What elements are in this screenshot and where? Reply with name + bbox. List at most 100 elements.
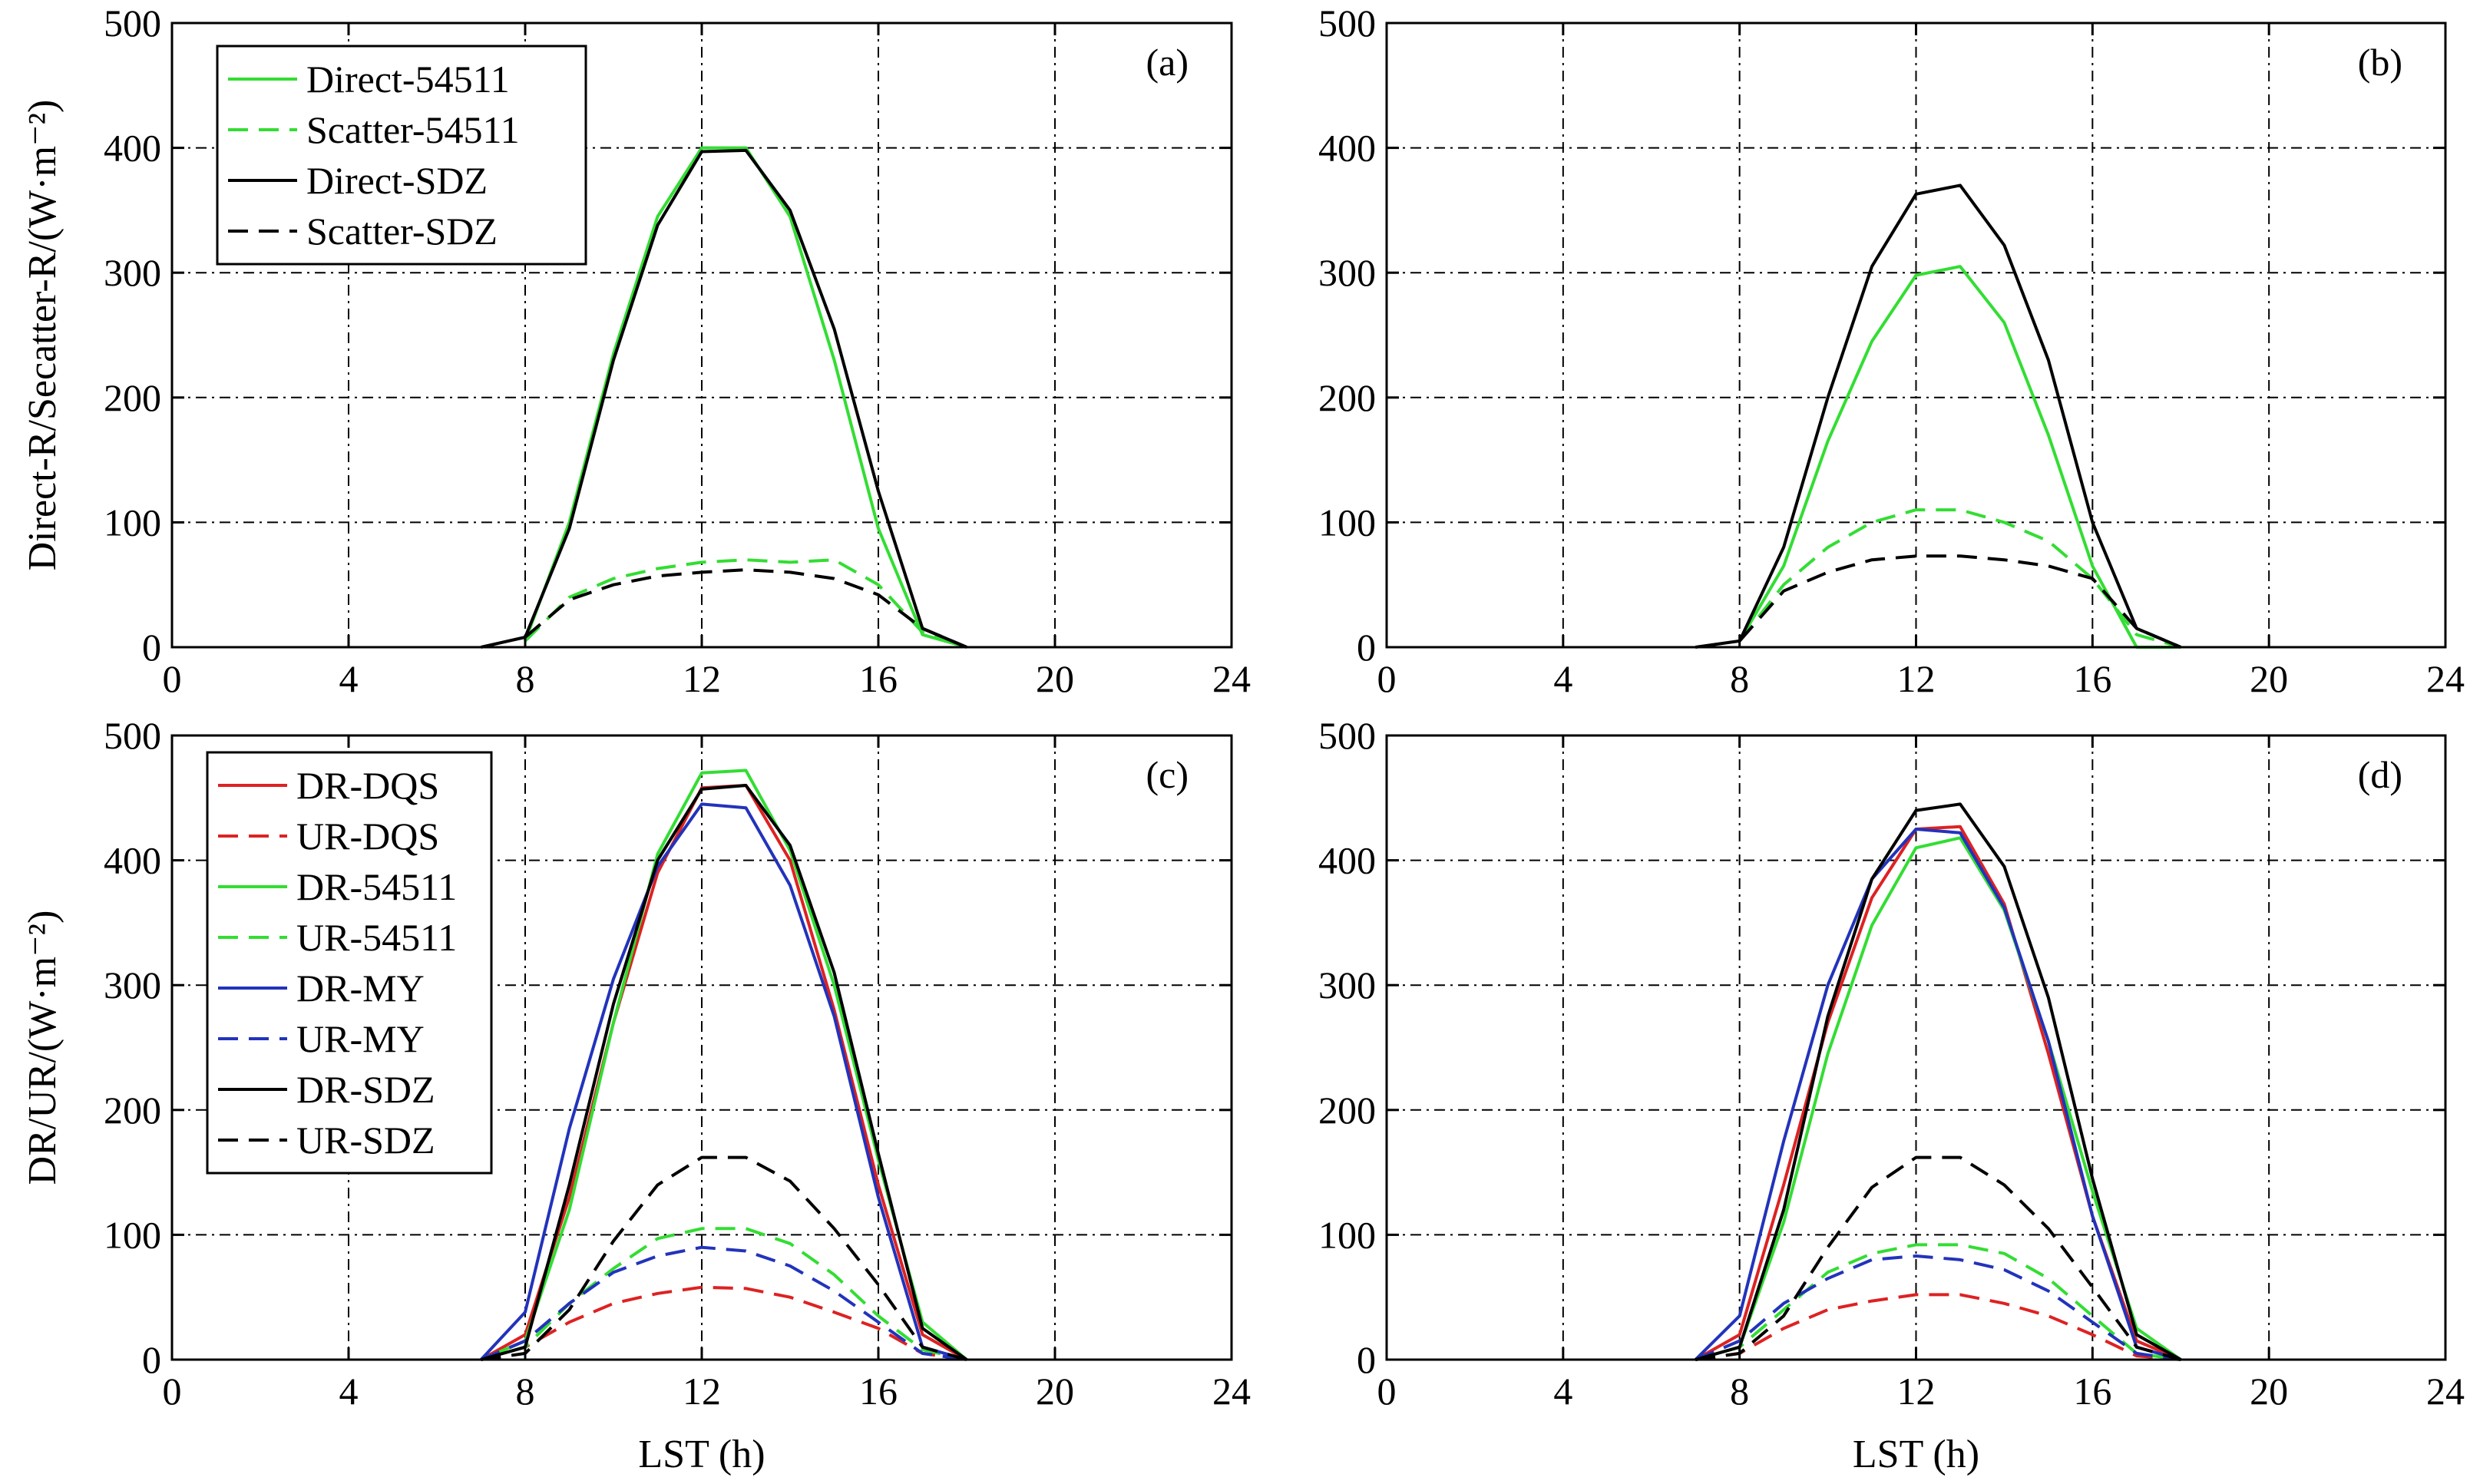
x-tick-label: 16 — [859, 657, 898, 700]
series-line-series-4 — [1694, 828, 2181, 1361]
legend-entry: Scatter-54511 — [306, 108, 520, 151]
x-tick-label: 24 — [2426, 1370, 2465, 1413]
y-tick-label: 400 — [1318, 127, 1376, 170]
legend-entry: Scatter-SDZ — [306, 210, 498, 253]
y-tick-label: 200 — [104, 1089, 161, 1132]
legend-entry: UR-54511 — [296, 916, 457, 959]
series-line-direct-54511 — [524, 146, 967, 649]
legend-entry: UR-DQS — [296, 815, 439, 858]
x-tick-label: 12 — [1897, 657, 1936, 700]
x-tick-label: 12 — [683, 1370, 721, 1413]
y-tick-label: 0 — [1357, 1338, 1376, 1381]
y-tick-label: 100 — [1318, 501, 1376, 544]
x-tick-label: 16 — [2073, 657, 2111, 700]
series-line-series-2 — [1695, 836, 2182, 1361]
panel-label: (c) — [1146, 753, 1189, 796]
legend: Direct-54511 Scatter-54511 Direct-SDZ Scatt… — [216, 45, 587, 266]
x-tick-label: 0 — [1377, 657, 1397, 700]
y-tick-label: 400 — [104, 127, 161, 170]
series-line-series-1 — [1695, 1293, 2181, 1361]
series-line-ur-sdz — [481, 1155, 967, 1361]
y-tick-label: 300 — [104, 963, 161, 1006]
y-tick-label: 500 — [104, 2, 161, 45]
x-tick-label: 20 — [1036, 1370, 1074, 1413]
y-axis-label: Direct-R/Secatter-R/(W·m⁻²) — [21, 100, 64, 571]
legend-entry: UR-SDZ — [296, 1119, 435, 1162]
x-tick-label: 24 — [1212, 1370, 1251, 1413]
x-tick-label: 20 — [2250, 1370, 2288, 1413]
y-tick-label: 300 — [1318, 251, 1376, 294]
y-tick-label: 200 — [1318, 376, 1376, 419]
x-tick-label: 20 — [1036, 657, 1074, 700]
y-tick-label: 300 — [104, 251, 161, 294]
y-tick-label: 100 — [1318, 1213, 1376, 1256]
y-tick-label: 300 — [1318, 963, 1376, 1006]
y-tick-label: 0 — [142, 626, 161, 669]
legend-entry: DR-54511 — [296, 865, 457, 908]
panel-c: 0 4 8 12 16 20 24 0 100 200 300 400 500 (c) LST (h) DR/… — [21, 714, 1251, 1476]
x-tick-label: 24 — [1212, 657, 1251, 700]
legend-entry: Direct-54511 — [306, 58, 510, 101]
series-line-dr-dqs — [480, 784, 967, 1361]
panel-b: 0 4 8 12 16 20 24 0 100 200 300 400 500 (b) — [1318, 2, 2465, 700]
x-tick-label: 16 — [2073, 1370, 2111, 1413]
panel-label: (a) — [1146, 41, 1189, 84]
series-line-series-7 — [1695, 1155, 2181, 1361]
x-tick-label: 4 — [1553, 657, 1572, 700]
legend-box — [216, 45, 587, 266]
x-tick-label: 4 — [339, 1370, 359, 1413]
series-line-series-0 — [1738, 265, 2181, 649]
y-tick-label: 400 — [1318, 839, 1376, 882]
x-tick-label: 0 — [163, 657, 182, 700]
x-tick-label: 16 — [859, 1370, 898, 1413]
legend-entry: DR-DQS — [296, 764, 439, 807]
series-line-dr-my — [480, 802, 967, 1361]
panel-label: (d) — [2358, 753, 2402, 796]
series-line-series-5 — [1695, 1254, 2181, 1361]
series-line-ur-dqs — [480, 1285, 967, 1361]
legend: DR-DQS UR-DQS DR-54511 UR-54511 DR-MY UR-MY DR… — [206, 751, 493, 1175]
x-tick-label: 8 — [1730, 1370, 1749, 1413]
series-line-series-3 — [1738, 554, 2182, 649]
y-tick-label: 400 — [104, 839, 161, 882]
y-tick-label: 0 — [1357, 626, 1376, 669]
series-line-series-3 — [1695, 1243, 2181, 1361]
x-tick-label: 20 — [2250, 657, 2288, 700]
panel-d: 0 4 8 12 16 20 24 0 100 200 300 400 500 (d) LST (h) — [1318, 714, 2465, 1476]
series-line-series-0 — [1695, 825, 2182, 1361]
x-tick-label: 4 — [339, 657, 359, 700]
panel-label: (b) — [2358, 41, 2402, 84]
legend-entry: UR-MY — [296, 1017, 425, 1060]
legend-entry: DR-MY — [296, 967, 425, 1010]
y-tick-label: 0 — [142, 1338, 161, 1381]
y-tick-label: 100 — [104, 501, 161, 544]
legend-entry: Direct-SDZ — [306, 159, 488, 202]
x-tick-label: 8 — [1730, 657, 1749, 700]
y-tick-label: 500 — [104, 714, 161, 757]
series-line-series-6 — [1695, 802, 2182, 1361]
y-tick-label: 100 — [104, 1213, 161, 1256]
y-tick-label: 500 — [1318, 714, 1376, 757]
x-axis-label: LST (h) — [1853, 1433, 1979, 1476]
series-line-ur-my — [480, 1245, 967, 1361]
legend-box — [206, 751, 493, 1175]
series-line-series-2 — [1695, 183, 2182, 649]
series-line-dr-sdz — [480, 784, 968, 1361]
x-tick-label: 4 — [1553, 1370, 1572, 1413]
x-tick-label: 12 — [683, 657, 721, 700]
x-tick-label: 0 — [1377, 1370, 1397, 1413]
series-line-dr-54511 — [480, 768, 968, 1361]
x-tick-label: 24 — [2426, 657, 2465, 700]
legend-entry: DR-SDZ — [296, 1068, 435, 1111]
x-tick-label: 12 — [1897, 1370, 1936, 1413]
y-tick-label: 200 — [1318, 1089, 1376, 1132]
x-tick-label: 0 — [163, 1370, 182, 1413]
y-axis-label: DR/UR/(W·m⁻²) — [21, 911, 64, 1185]
x-tick-label: 8 — [516, 657, 535, 700]
x-tick-label: 8 — [516, 1370, 535, 1413]
x-axis-label: LST (h) — [638, 1433, 765, 1476]
series-line-direct-sdz — [481, 148, 967, 649]
panel-a: 0 4 8 12 16 20 24 0 100 200 300 400 500 (a) Direct-R/S… — [21, 2, 1251, 700]
y-tick-label: 200 — [104, 376, 161, 419]
